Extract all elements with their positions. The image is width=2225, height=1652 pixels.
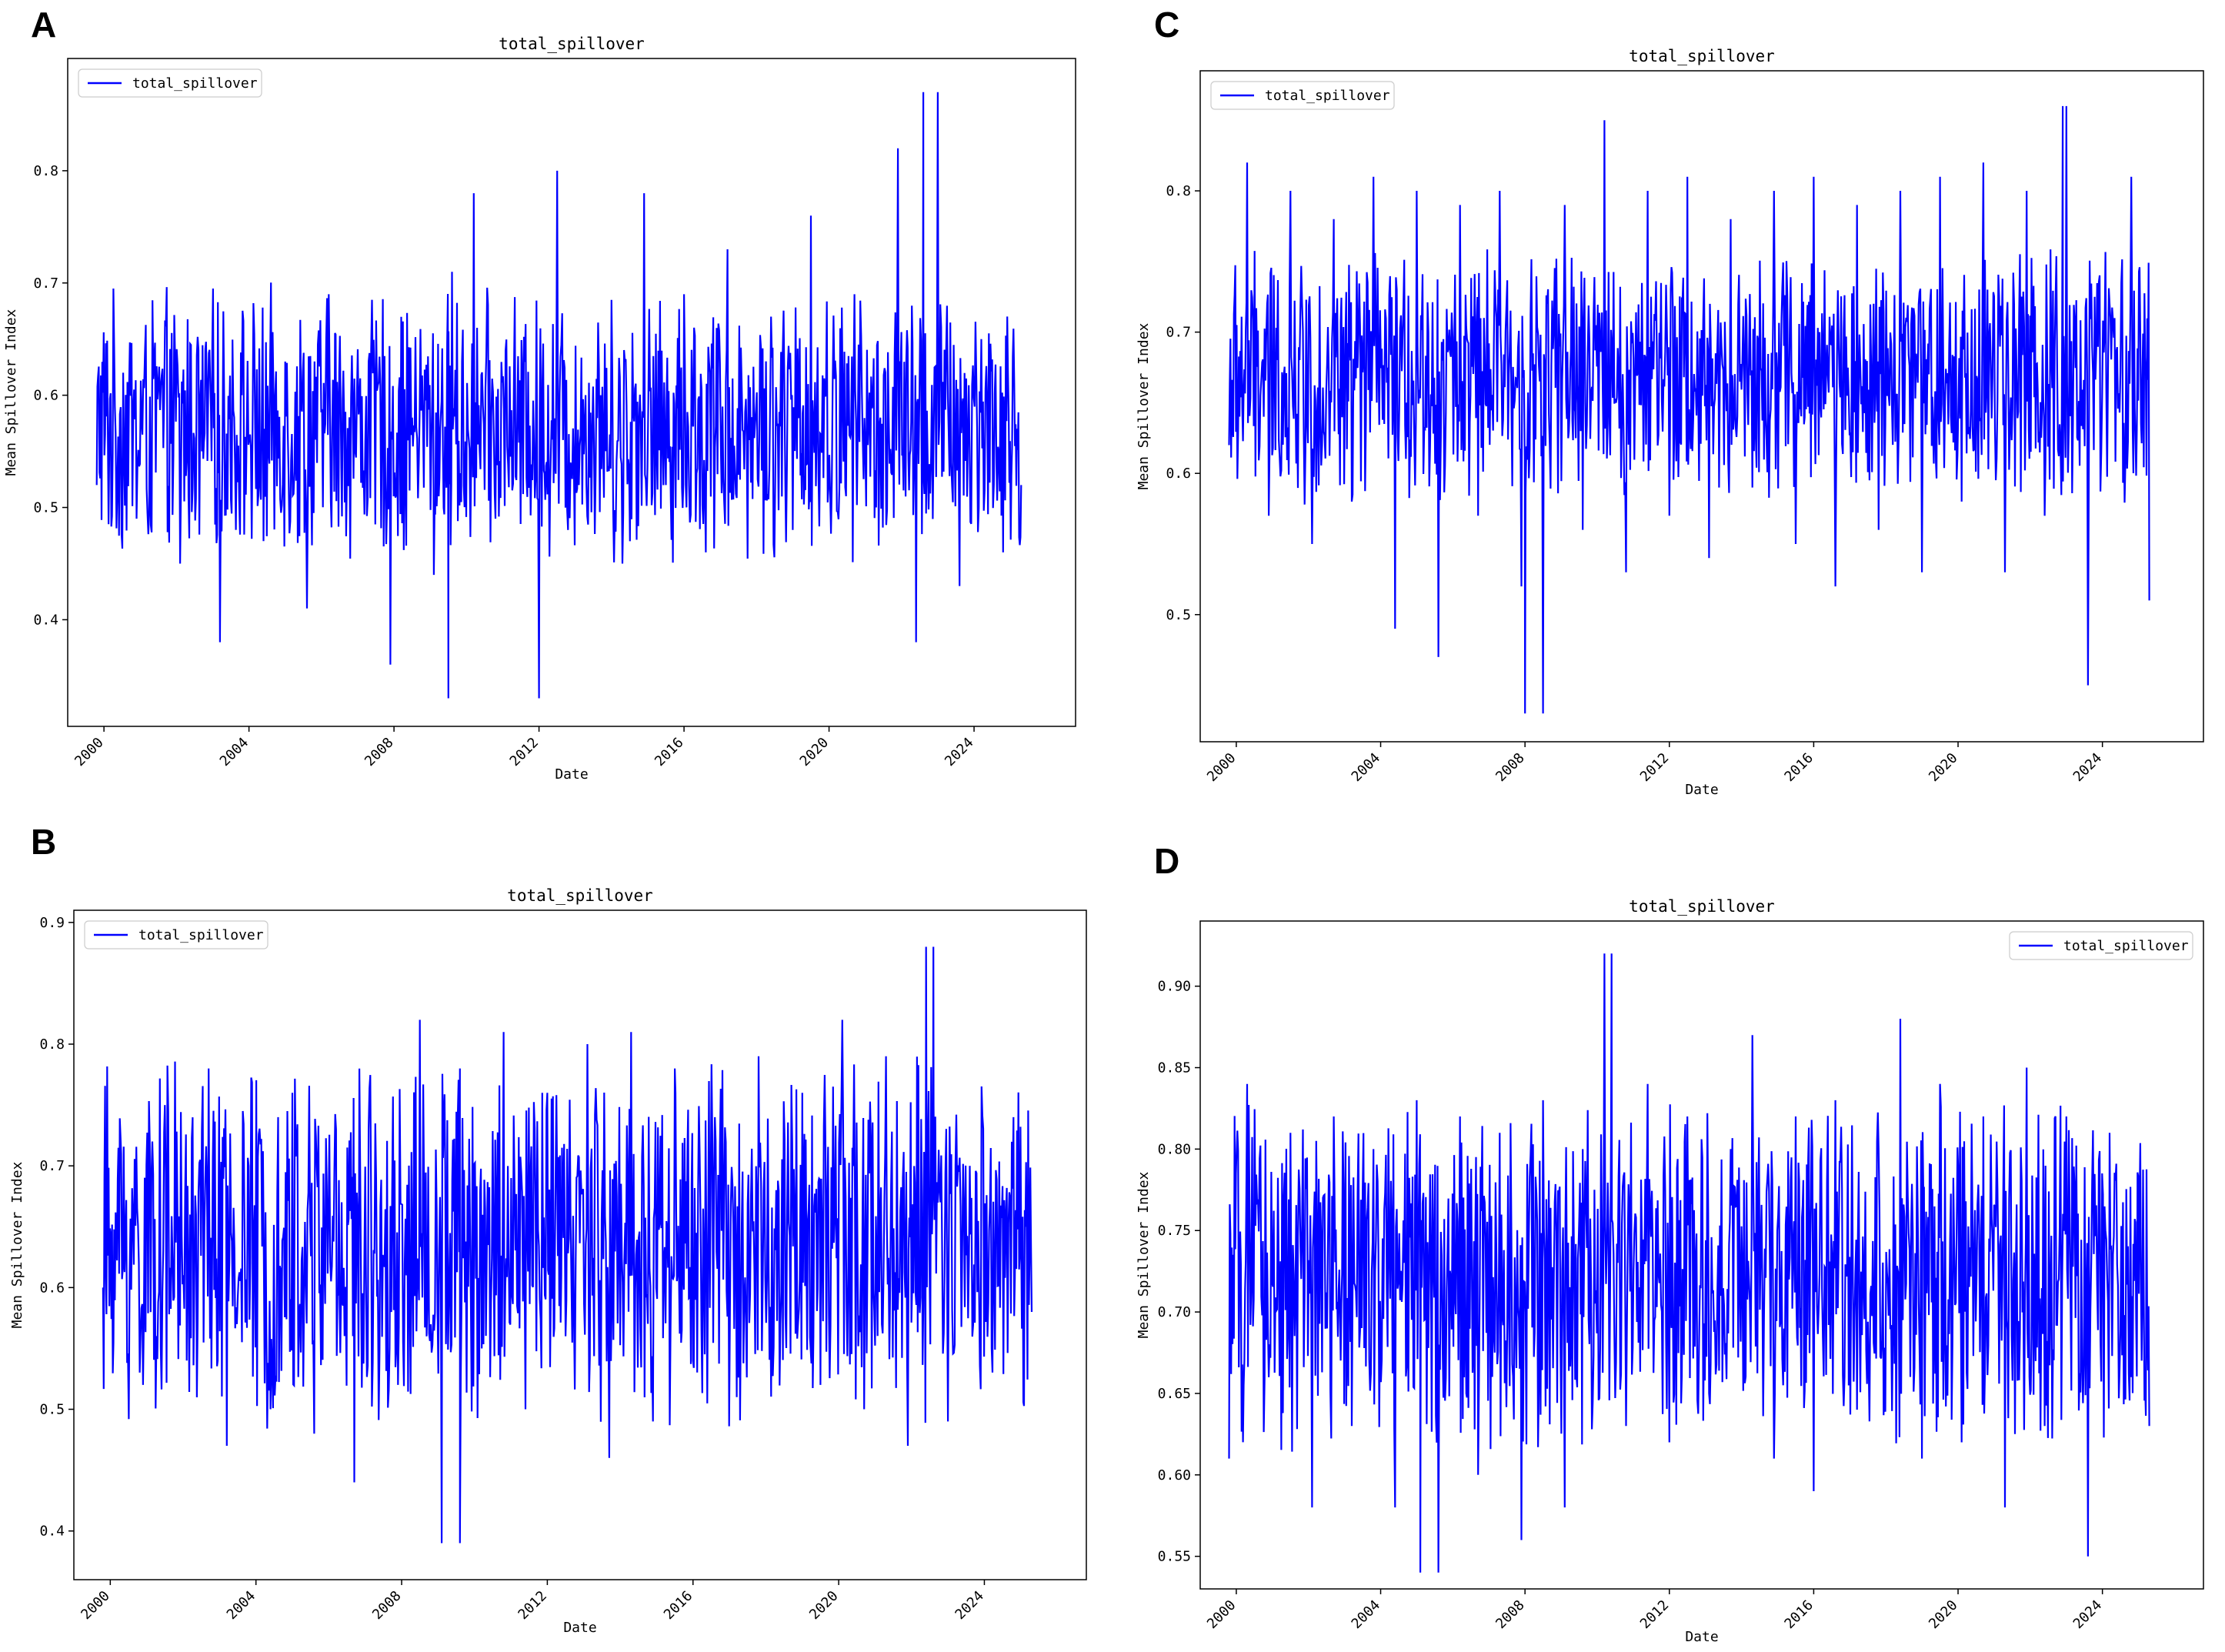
x-tick-label: 2008 <box>1493 750 1528 786</box>
y-tick-label: 0.70 <box>1158 1304 1191 1320</box>
chart-title: total_spillover <box>507 886 653 905</box>
y-axis-label: Mean Spillover Index <box>3 309 19 476</box>
y-tick-label: 0.6 <box>39 1280 65 1296</box>
chart-title: total_spillover <box>1629 897 1775 916</box>
x-tick-label: 2008 <box>369 1588 405 1624</box>
y-axis-label: Mean Spillover Index <box>9 1161 25 1328</box>
y-tick-label: 0.8 <box>39 1036 65 1053</box>
y-tick-label: 0.7 <box>39 1158 65 1174</box>
y-tick-label: 0.6 <box>1166 466 1191 482</box>
x-tick-label: 2012 <box>515 1588 550 1624</box>
y-tick-label: 0.65 <box>1158 1386 1191 1402</box>
x-tick-label: 2004 <box>224 1588 259 1624</box>
y-axis-label: Mean Spillover Index <box>1136 1171 1152 1338</box>
x-axis-label: Date <box>1685 1629 1718 1645</box>
x-tick-label: 2024 <box>2070 1597 2106 1633</box>
x-tick-label: 2016 <box>661 1588 696 1624</box>
x-tick-label: 2012 <box>1637 750 1673 786</box>
panel-letter-c: C <box>1154 5 1179 45</box>
x-tick-label: 2000 <box>1204 1597 1239 1633</box>
y-tick-label: 0.7 <box>1166 325 1191 341</box>
x-tick-label: 2020 <box>797 735 832 770</box>
chart-title: total_spillover <box>1629 47 1775 65</box>
y-tick-label: 0.90 <box>1158 979 1191 995</box>
y-tick-label: 0.7 <box>33 275 58 292</box>
plot-frame <box>73 909 1087 1580</box>
x-tick-label: 2004 <box>1349 1597 1384 1633</box>
legend-box <box>2009 931 2193 960</box>
y-tick-label: 0.9 <box>39 915 65 931</box>
chart-panel-d: total_spillover 0.55 0.60 0.65 0.70 0.75 0.80 0… <box>1136 897 2204 1645</box>
y-tick-label: 0.75 <box>1158 1223 1191 1239</box>
y-tick-label: 0.85 <box>1158 1060 1191 1076</box>
y-tick-label: 0.8 <box>33 163 58 179</box>
x-tick-label: 2024 <box>2070 750 2106 786</box>
x-tick-label: 2020 <box>1926 750 1961 786</box>
x-tick-label: 2024 <box>942 735 977 770</box>
series-line-total-spillover <box>1228 953 2150 1573</box>
y-tick-label: 0.5 <box>39 1402 65 1418</box>
y-tick-label: 0.6 <box>33 388 58 404</box>
chart-panel-b: total_spillover 0.4 0.5 0.6 0.7 0.8 0.9 2000 200… <box>9 886 1087 1636</box>
x-tick-label: 2012 <box>507 735 542 770</box>
x-tick-label: 2008 <box>1493 1597 1528 1633</box>
legend-box <box>84 920 269 949</box>
series-line-total-spillover <box>1228 105 2150 714</box>
chart-title: total_spillover <box>499 35 645 53</box>
legend-box <box>1210 81 1395 110</box>
x-tick-label: 2016 <box>652 735 687 770</box>
x-tick-label: 2020 <box>1926 1597 1961 1633</box>
y-tick-label: 0.80 <box>1158 1141 1191 1157</box>
x-axis-label: Date <box>1685 782 1718 798</box>
panel-letter-d: D <box>1154 841 1179 881</box>
plot-frame <box>1199 70 2204 743</box>
legend-label: total_spillover <box>132 75 258 92</box>
legend-label: total_spillover <box>2063 938 2189 954</box>
y-tick-label: 0.60 <box>1158 1467 1191 1483</box>
y-tick-label: 0.5 <box>33 500 58 516</box>
x-tick-label: 2008 <box>362 735 397 770</box>
x-tick-label: 2016 <box>1781 750 1816 786</box>
x-tick-label: 2000 <box>78 1588 113 1624</box>
x-tick-label: 2012 <box>1637 1597 1673 1633</box>
series-line-total-spillover <box>95 92 1022 699</box>
x-tick-label: 2016 <box>1781 1597 1816 1633</box>
x-tick-label: 2020 <box>806 1588 842 1624</box>
legend-box <box>78 68 262 98</box>
x-axis-label: Date <box>555 766 588 783</box>
chart-panel-a: total_spillover 0.4 0.5 0.6 0.7 0.8 2000 2004 20… <box>3 35 1076 783</box>
y-tick-label: 0.4 <box>33 612 58 628</box>
y-tick-label: 0.55 <box>1158 1549 1191 1565</box>
plot-frame <box>67 58 1076 727</box>
series-line-total-spillover <box>102 946 1033 1544</box>
legend-label: total_spillover <box>1265 88 1390 104</box>
y-tick-label: 0.5 <box>1166 607 1191 623</box>
chart-panel-c: total_spillover 0.5 0.6 0.7 0.8 2000 2004 2008 2… <box>1136 47 2204 798</box>
x-tick-label: 2024 <box>952 1588 987 1624</box>
legend-label: total_spillover <box>138 927 264 943</box>
x-tick-label: 2004 <box>1349 750 1384 786</box>
x-tick-label: 2000 <box>72 735 107 770</box>
panel-letter-b: B <box>31 822 56 862</box>
plot-frame <box>1199 920 2204 1590</box>
y-tick-label: 0.8 <box>1166 183 1191 199</box>
x-axis-label: Date <box>563 1620 596 1636</box>
x-tick-label: 2000 <box>1204 750 1239 786</box>
x-tick-label: 2004 <box>217 735 252 770</box>
y-tick-label: 0.4 <box>39 1524 65 1540</box>
y-axis-label: Mean Spillover Index <box>1136 322 1152 489</box>
panel-letter-a: A <box>31 5 56 45</box>
